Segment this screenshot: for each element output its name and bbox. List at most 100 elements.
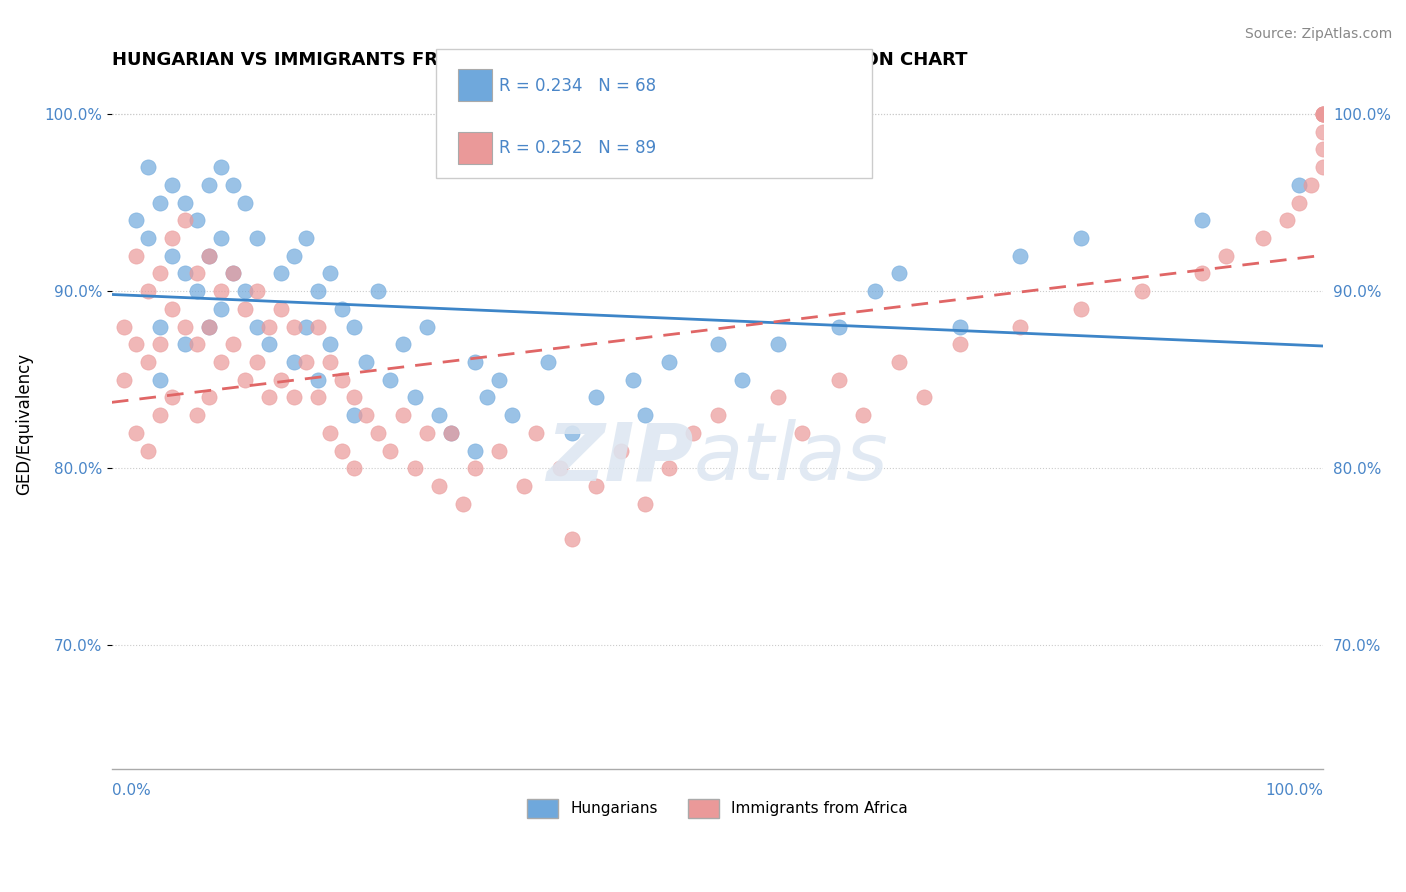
Point [222, 266, 245, 280]
Point [112, 319, 135, 334]
Point [1312, 107, 1334, 121]
Point [294, 319, 316, 334]
Point [149, 337, 172, 351]
Point [609, 443, 631, 458]
Point [222, 337, 245, 351]
Point [766, 390, 789, 404]
Point [233, 373, 256, 387]
Point [658, 461, 681, 475]
Point [706, 337, 728, 351]
Point [270, 301, 292, 316]
Point [136, 284, 159, 298]
Point [889, 355, 911, 369]
Point [464, 443, 486, 458]
Point [136, 231, 159, 245]
Point [427, 479, 450, 493]
Point [197, 249, 219, 263]
Point [136, 355, 159, 369]
Point [1010, 319, 1032, 334]
Point [209, 160, 232, 174]
Point [136, 160, 159, 174]
Point [634, 497, 657, 511]
Point [949, 337, 972, 351]
Point [149, 195, 172, 210]
Point [173, 213, 195, 227]
Point [197, 319, 219, 334]
Point [682, 425, 704, 440]
Point [125, 213, 148, 227]
Point [621, 373, 644, 387]
Point [283, 355, 305, 369]
Point [477, 390, 499, 404]
Point [233, 301, 256, 316]
Point [259, 390, 281, 404]
Point [149, 266, 172, 280]
Point [307, 284, 329, 298]
Point [136, 443, 159, 458]
Point [354, 408, 377, 422]
Point [162, 231, 184, 245]
Point [209, 301, 232, 316]
Point [828, 373, 851, 387]
Point [186, 337, 208, 351]
Legend: Hungarians, Immigrants from Africa: Hungarians, Immigrants from Africa [522, 793, 914, 824]
Point [1191, 266, 1213, 280]
Point [863, 284, 886, 298]
Point [1251, 231, 1274, 245]
Y-axis label: GED/Equivalency: GED/Equivalency [15, 353, 32, 495]
Text: 0.0%: 0.0% [112, 783, 150, 798]
Point [343, 319, 366, 334]
Point [270, 266, 292, 280]
Text: 100.0%: 100.0% [1265, 783, 1323, 798]
Point [209, 355, 232, 369]
Point [852, 408, 875, 422]
Point [222, 178, 245, 192]
Point [125, 337, 148, 351]
Point [1312, 107, 1334, 121]
Point [548, 461, 571, 475]
Point [186, 408, 208, 422]
Point [427, 408, 450, 422]
Point [1070, 301, 1092, 316]
Point [307, 373, 329, 387]
Point [307, 390, 329, 404]
Point [440, 425, 463, 440]
Point [149, 408, 172, 422]
Point [354, 355, 377, 369]
Point [186, 213, 208, 227]
Point [209, 231, 232, 245]
Point [270, 373, 292, 387]
Point [294, 355, 316, 369]
Point [1070, 231, 1092, 245]
Point [889, 266, 911, 280]
Point [233, 284, 256, 298]
Point [246, 355, 269, 369]
Point [585, 390, 607, 404]
Point [319, 425, 342, 440]
Point [330, 443, 353, 458]
Point [440, 425, 463, 440]
Text: ZIP: ZIP [546, 419, 693, 498]
Point [222, 266, 245, 280]
Point [380, 443, 402, 458]
Point [319, 266, 342, 280]
Point [259, 319, 281, 334]
Text: R = 0.234   N = 68: R = 0.234 N = 68 [499, 77, 657, 95]
Point [1288, 195, 1310, 210]
Point [343, 390, 366, 404]
Point [380, 373, 402, 387]
Point [319, 337, 342, 351]
Point [1215, 249, 1237, 263]
Point [488, 373, 510, 387]
Point [524, 425, 547, 440]
Point [330, 373, 353, 387]
Point [404, 390, 426, 404]
Point [259, 337, 281, 351]
Point [319, 355, 342, 369]
Point [307, 319, 329, 334]
Point [1312, 125, 1334, 139]
Point [464, 461, 486, 475]
Point [367, 284, 389, 298]
Point [1312, 160, 1334, 174]
Point [246, 319, 269, 334]
